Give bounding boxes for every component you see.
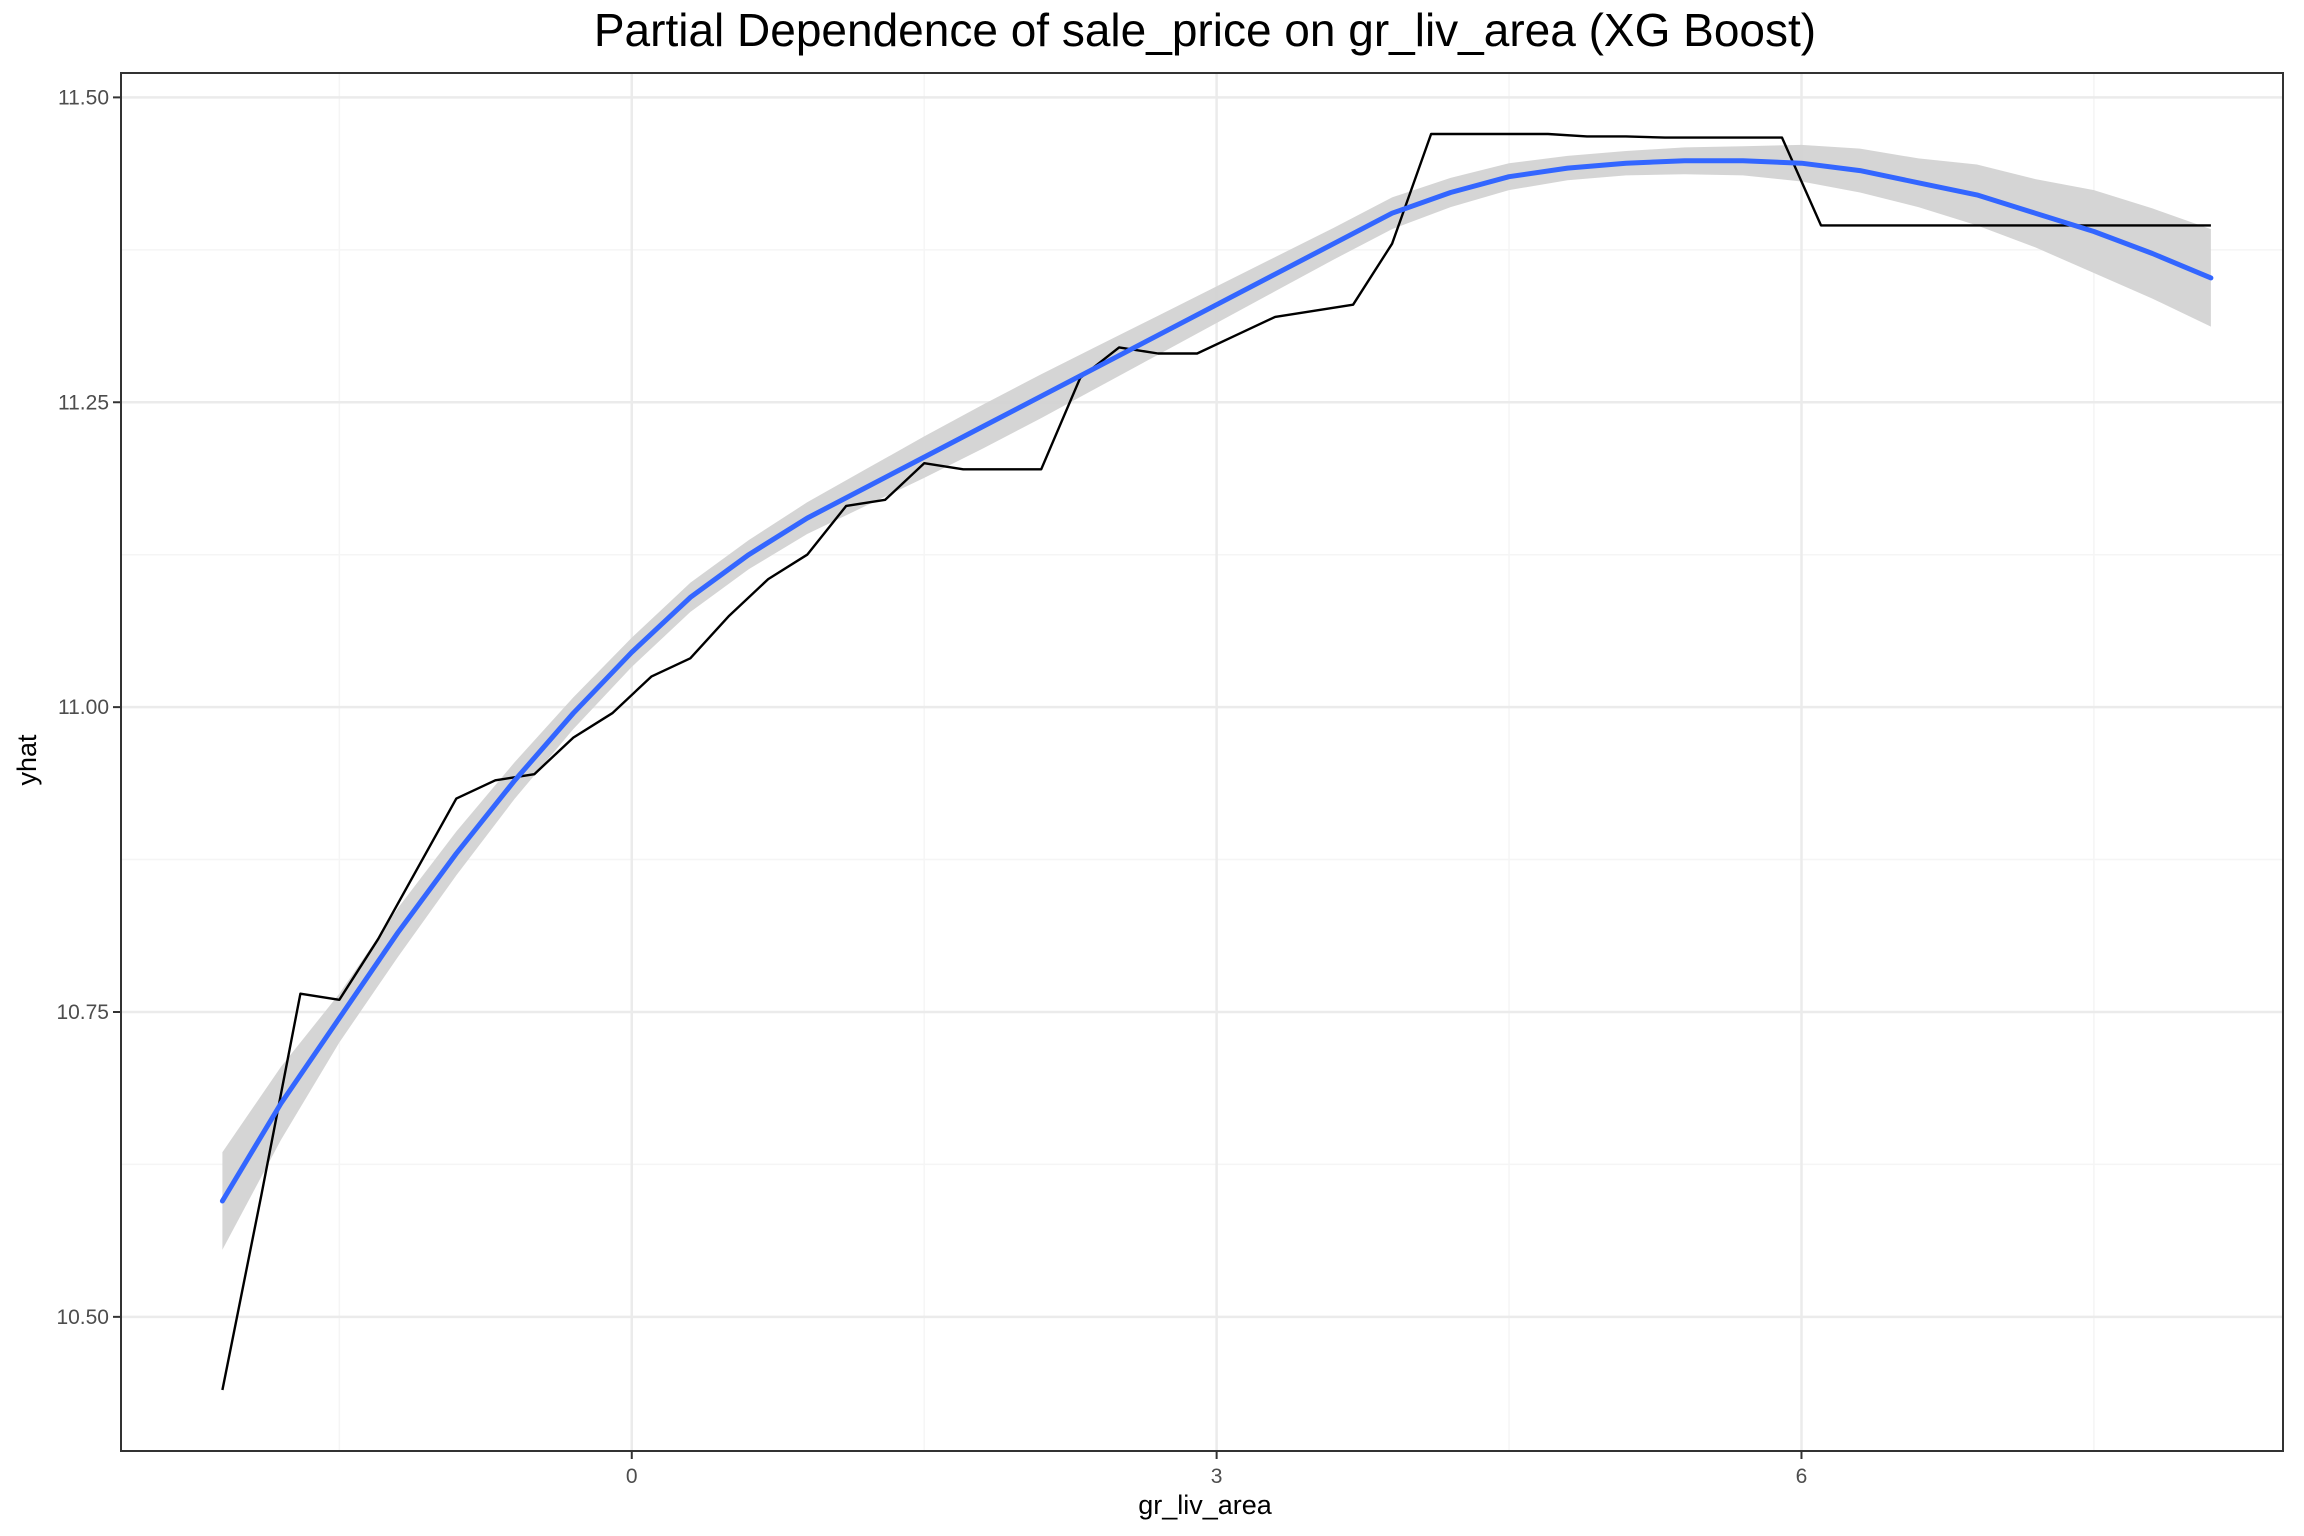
y-tick-label: 11.50 [58, 86, 109, 109]
y-tick-label: 10.50 [56, 1306, 109, 1329]
panel-border-layer [120, 72, 2284, 1452]
panel-border [120, 72, 2284, 1452]
smooth-line [219, 158, 2214, 1204]
y-tick-label: 11.00 [58, 696, 109, 719]
panel-background [121, 73, 2283, 1451]
grid-minor-lines [121, 73, 2283, 1451]
y-tick-label: 11.25 [58, 391, 109, 414]
pd-line-layer [221, 132, 2211, 1391]
x-tick-label: 6 [1796, 1465, 1808, 1488]
pd-line [221, 132, 2211, 1391]
x-axis-label: gr_liv_area [1138, 1490, 1273, 1520]
plot-panel [121, 73, 2283, 1451]
y-axis-ticks: 10.50 10.75 11.00 11.25 11.50 [56, 86, 121, 1329]
x-tick-label: 0 [626, 1465, 638, 1488]
smooth-line-layer [219, 158, 2214, 1204]
x-tick-label: 3 [1211, 1465, 1223, 1488]
x-axis-ticks: 0 3 6 [626, 1451, 1807, 1488]
grid-major-lines [121, 73, 2283, 1451]
y-tick-label: 10.75 [56, 1001, 109, 1024]
chart-title: Partial Dependence of sale_price on gr_l… [594, 4, 1816, 56]
y-axis-label: yhat [12, 734, 42, 786]
